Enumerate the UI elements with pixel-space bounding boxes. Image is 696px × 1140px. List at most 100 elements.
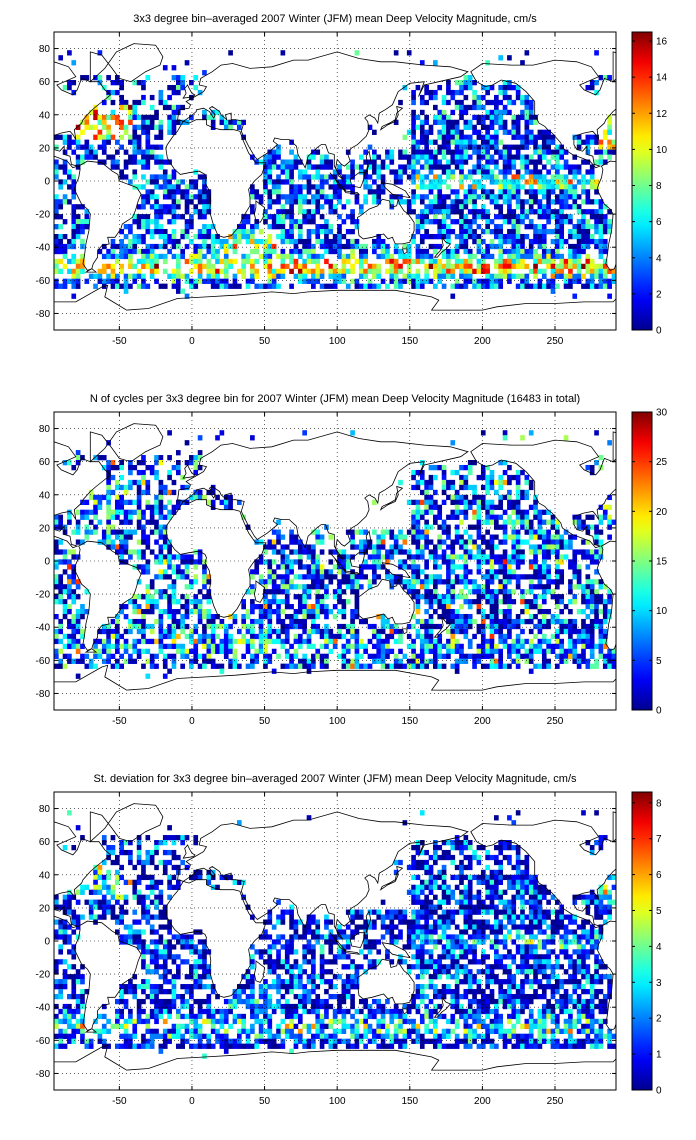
heatmap-cell xyxy=(555,554,560,560)
heatmap-cell xyxy=(145,569,151,575)
heatmap-cell xyxy=(480,539,486,545)
heatmap-cell xyxy=(93,75,98,81)
heatmap-cell xyxy=(602,509,608,515)
heatmap-cell xyxy=(424,648,429,655)
heatmap-cell xyxy=(446,589,451,595)
heatmap-cell xyxy=(446,559,451,565)
heatmap-cell xyxy=(524,119,530,126)
heatmap-cell xyxy=(367,623,373,630)
heatmap-cell xyxy=(175,609,181,615)
heatmap-cell xyxy=(215,633,220,640)
heatmap-cell xyxy=(541,134,547,140)
heatmap-cell xyxy=(406,154,412,160)
heatmap-cell xyxy=(97,504,103,510)
heatmap-cell xyxy=(297,594,303,600)
heatmap-cell xyxy=(119,539,125,545)
heatmap-cell xyxy=(393,549,399,555)
heatmap-cell xyxy=(376,544,382,550)
heatmap-cell xyxy=(585,278,591,284)
heatmap-cell xyxy=(528,628,534,635)
heatmap-cell xyxy=(489,633,495,640)
heatmap-cell xyxy=(415,569,421,575)
heatmap-cell xyxy=(402,149,408,155)
heatmap-cell xyxy=(598,144,604,150)
heatmap-cell xyxy=(498,268,504,275)
heatmap-cell xyxy=(145,114,151,121)
heatmap-cell xyxy=(498,569,504,575)
heatmap-cell xyxy=(276,539,281,545)
heatmap-cell xyxy=(75,224,81,230)
heatmap-cell xyxy=(141,258,146,265)
heatmap-cell xyxy=(541,544,547,550)
heatmap-cell xyxy=(319,549,325,555)
heatmap-cell xyxy=(563,189,569,195)
heatmap-cell xyxy=(581,189,586,195)
coastline xyxy=(84,268,98,273)
heatmap-cell xyxy=(576,233,582,240)
heatmap-cell xyxy=(372,554,377,560)
heatmap-cell xyxy=(119,248,125,255)
heatmap-cell xyxy=(254,618,260,625)
heatmap-cell xyxy=(485,144,490,150)
heatmap-cell xyxy=(284,613,290,620)
heatmap-cell xyxy=(459,149,464,155)
heatmap-cell xyxy=(433,154,438,160)
coastline xyxy=(89,43,164,83)
heatmap-cell xyxy=(319,243,325,250)
heatmap-cell xyxy=(119,464,125,471)
heatmap-cell xyxy=(437,633,443,640)
heatmap-cell xyxy=(154,574,159,580)
heatmap-cell xyxy=(354,579,360,585)
heatmap-cell xyxy=(80,455,85,461)
heatmap-cell xyxy=(189,648,194,655)
heatmap-cell xyxy=(502,169,508,175)
heatmap-cell xyxy=(476,144,482,150)
heatmap-cell xyxy=(267,653,273,659)
heatmap-cell xyxy=(271,149,277,155)
heatmap-cell xyxy=(437,199,443,205)
heatmap-cell xyxy=(106,124,111,130)
heatmap-cell xyxy=(141,278,146,284)
heatmap-cell xyxy=(267,179,273,185)
heatmap-cell xyxy=(463,554,469,560)
heatmap-cell xyxy=(54,539,59,545)
heatmap-cell xyxy=(280,233,286,240)
heatmap-cell xyxy=(454,613,460,620)
heatmap-cell xyxy=(158,638,164,645)
heatmap-cell xyxy=(132,169,138,175)
heatmap-cell xyxy=(215,623,220,630)
heatmap-cell xyxy=(563,623,569,630)
heatmap-cell xyxy=(114,114,120,121)
heatmap-cell xyxy=(446,258,451,265)
heatmap-cell xyxy=(485,248,490,255)
heatmap-cell xyxy=(372,154,377,160)
heatmap-cell xyxy=(594,243,599,250)
heatmap-cell xyxy=(437,263,443,270)
heatmap-cell xyxy=(485,484,490,491)
heatmap-cell xyxy=(594,589,599,595)
heatmap-cell xyxy=(494,514,499,520)
heatmap-cell xyxy=(167,194,172,200)
heatmap-cell xyxy=(93,524,98,530)
heatmap-cell xyxy=(71,529,77,535)
heatmap-cell xyxy=(411,179,416,185)
heatmap-cell xyxy=(472,539,477,545)
heatmap-cell xyxy=(555,594,560,600)
heatmap-cell xyxy=(337,229,342,235)
heatmap-cell xyxy=(293,623,299,630)
heatmap-cell xyxy=(223,643,229,650)
heatmap-cell xyxy=(328,199,334,205)
heatmap-cell xyxy=(319,609,325,615)
heatmap-cell xyxy=(372,199,377,205)
heatmap-cell xyxy=(415,618,421,625)
heatmap-cell xyxy=(450,609,456,615)
heatmap-cell xyxy=(446,164,451,170)
heatmap-cell xyxy=(498,559,504,565)
heatmap-cell xyxy=(546,574,551,580)
heatmap-cell xyxy=(546,283,551,289)
heatmap-cell xyxy=(602,653,608,659)
heatmap-cell xyxy=(62,199,68,205)
heatmap-cell xyxy=(267,243,273,250)
heatmap-cell xyxy=(494,149,499,155)
heatmap-cell xyxy=(411,144,416,150)
